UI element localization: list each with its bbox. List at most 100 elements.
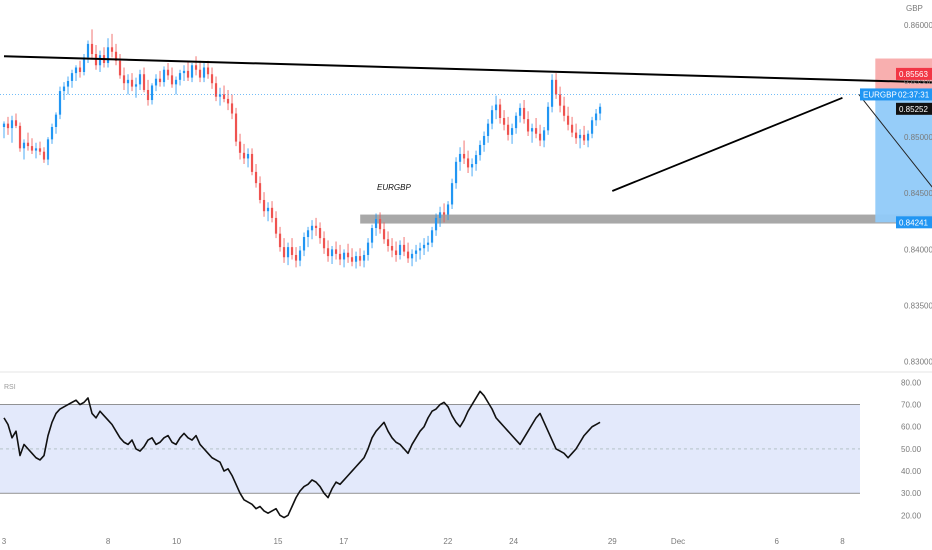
rsi-tick: 70.00 bbox=[901, 401, 922, 410]
candle-body bbox=[462, 153, 466, 159]
time-axis[interactable]: 38101517222429Dec6813152022 bbox=[2, 537, 932, 546]
candle bbox=[110, 33, 114, 58]
rising-trendline[interactable] bbox=[611, 96, 843, 192]
candle bbox=[70, 69, 74, 88]
candle bbox=[406, 242, 410, 263]
candle bbox=[462, 140, 466, 165]
candle bbox=[430, 226, 434, 248]
rsi-tick: 80.00 bbox=[901, 378, 922, 387]
candle-body bbox=[146, 89, 150, 101]
candle bbox=[482, 131, 486, 152]
candle-body bbox=[358, 256, 362, 261]
time-tick: 8 bbox=[106, 537, 111, 546]
price-tag-countdown: 02:37:31 bbox=[898, 90, 930, 99]
candle-body bbox=[174, 79, 178, 85]
candle-body bbox=[334, 249, 338, 254]
candle bbox=[526, 111, 530, 136]
candle-body bbox=[594, 113, 598, 121]
candle bbox=[166, 63, 170, 80]
candle-body bbox=[502, 118, 506, 125]
candle bbox=[362, 250, 366, 268]
candle-body bbox=[98, 55, 102, 66]
candle-body bbox=[178, 73, 182, 80]
candle-body bbox=[446, 204, 450, 215]
candle bbox=[410, 249, 414, 267]
price-tag-box bbox=[860, 88, 932, 101]
candle bbox=[222, 85, 226, 103]
candle bbox=[26, 132, 30, 151]
candle bbox=[582, 125, 586, 145]
candle bbox=[322, 231, 326, 254]
time-tick: Dec bbox=[671, 537, 685, 546]
candle-body bbox=[494, 104, 498, 111]
candle bbox=[310, 220, 314, 240]
time-tick: 22 bbox=[443, 537, 452, 546]
candle-body bbox=[262, 199, 266, 212]
candle bbox=[342, 249, 346, 268]
candle bbox=[258, 176, 262, 204]
candle bbox=[190, 63, 194, 83]
candle-body bbox=[42, 151, 46, 160]
candle bbox=[394, 241, 398, 262]
candle bbox=[170, 67, 174, 88]
time-tick: 29 bbox=[608, 537, 617, 546]
candle-body bbox=[450, 183, 454, 205]
price-tick: 0.86000 bbox=[904, 21, 932, 30]
symbol-annotation: EURGBP bbox=[377, 183, 411, 192]
candle bbox=[238, 133, 242, 160]
candle-body bbox=[286, 247, 290, 258]
candle bbox=[374, 213, 378, 236]
candle bbox=[10, 115, 14, 143]
candle bbox=[114, 43, 118, 66]
candle bbox=[350, 248, 354, 267]
descending-trendline[interactable] bbox=[3, 55, 932, 92]
candle-body bbox=[182, 70, 186, 74]
candle bbox=[466, 150, 470, 174]
candle bbox=[142, 67, 146, 93]
candle bbox=[122, 67, 126, 90]
candle bbox=[198, 60, 202, 83]
candle-body bbox=[202, 67, 206, 78]
candle-body bbox=[234, 113, 238, 142]
candle-body bbox=[390, 246, 394, 251]
price-tick: 0.84000 bbox=[904, 245, 932, 254]
candle bbox=[294, 247, 298, 268]
candle bbox=[366, 238, 370, 261]
candle-body bbox=[530, 128, 534, 132]
candle bbox=[202, 63, 206, 83]
candle bbox=[382, 222, 386, 244]
projection-arrow[interactable] bbox=[858, 94, 932, 219]
time-tick: 3 bbox=[2, 537, 7, 546]
candle-body bbox=[378, 219, 382, 230]
candle bbox=[6, 116, 10, 135]
candle-body bbox=[590, 120, 594, 134]
candle bbox=[590, 116, 594, 139]
support-zone[interactable] bbox=[360, 214, 932, 224]
candle bbox=[338, 244, 342, 266]
candle bbox=[90, 29, 94, 60]
candle-body bbox=[210, 74, 214, 84]
trendlines-layer[interactable] bbox=[3, 55, 932, 219]
candle bbox=[570, 116, 574, 138]
candle-body bbox=[266, 207, 270, 212]
candle-body bbox=[406, 251, 410, 259]
candle bbox=[38, 141, 42, 156]
candle-body bbox=[498, 104, 502, 119]
candle bbox=[386, 231, 390, 252]
candle-body bbox=[198, 69, 202, 78]
take-profit-zone[interactable] bbox=[875, 95, 932, 223]
candle bbox=[106, 38, 110, 68]
support-zone-layer bbox=[360, 214, 932, 224]
candle bbox=[494, 95, 498, 120]
candle-body bbox=[86, 43, 90, 58]
candle bbox=[502, 110, 506, 131]
candle bbox=[162, 66, 166, 87]
candle bbox=[378, 212, 382, 234]
price-tag-value: 0.85563 bbox=[899, 70, 928, 79]
candle-body bbox=[486, 123, 490, 136]
candle bbox=[586, 130, 590, 148]
candle-body bbox=[454, 161, 458, 184]
candle bbox=[34, 142, 38, 159]
price-scale[interactable]: GBP 0.86000 0.85500 0.85000 0.84500 0.84000 0… bbox=[904, 4, 932, 367]
